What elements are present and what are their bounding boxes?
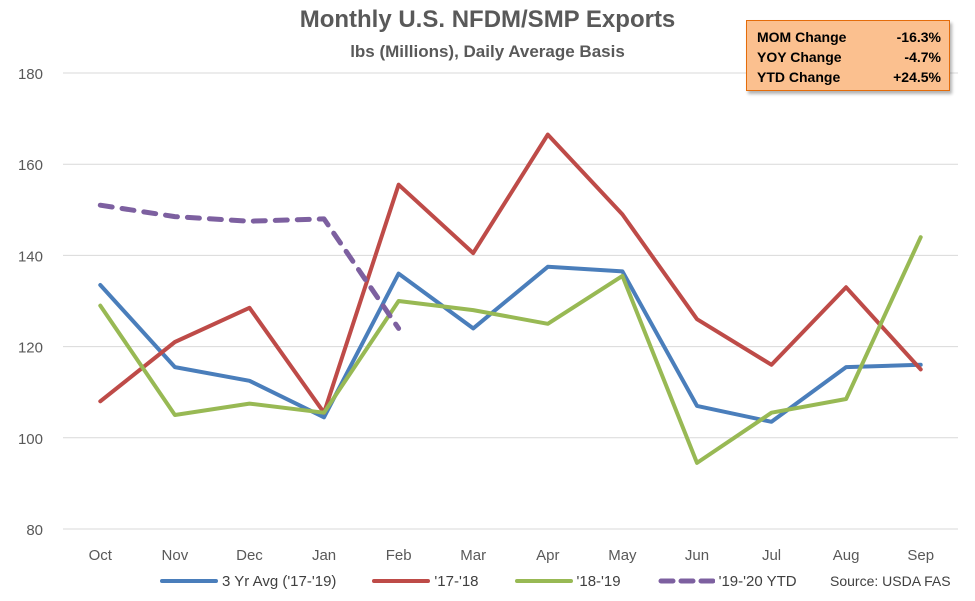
x-tick-label: Dec [236,547,263,564]
x-tick-label: Jun [685,547,709,564]
data-point [919,367,923,371]
data-point [397,299,401,303]
x-tick-label: Sep [907,547,934,564]
x-tick-label: Apr [536,547,559,564]
legend-swatch [658,578,715,584]
x-tick-label: May [608,547,637,564]
chart-subtitle: lbs (Millions), Daily Average Basis [350,42,625,61]
y-tick-label: 160 [18,157,43,174]
x-tick-label: Nov [162,547,189,564]
data-point [770,411,774,415]
data-point [173,365,177,369]
stat-label: MOM Change [757,29,847,45]
legend-label: 3 Yr Avg ('17-'19) [222,572,337,590]
legend-item-19-20-ytd: '19-'20 YTD [657,570,797,592]
data-point [397,183,401,187]
stat-value: +24.5% [893,69,941,85]
series-line-2 [98,235,923,465]
data-point [98,304,102,308]
data-point [173,340,177,344]
legend-item-3yr-avg: 3 Yr Avg ('17-'19) [160,570,336,592]
legend-swatch [372,579,431,583]
y-tick-label: 180 [18,66,43,83]
legend-swatch [160,579,218,583]
data-point [471,326,475,330]
legend-item-18-19: '18-'19 [514,570,621,592]
y-tick-label: 120 [18,340,43,357]
data-point [322,217,326,221]
y-tick-label: 100 [18,431,43,448]
data-point [620,212,624,216]
series-line-1 [98,132,923,415]
x-tick-label: Jul [762,547,781,564]
data-point [98,399,102,403]
data-point [173,215,177,219]
data-point [322,411,326,415]
y-tick-label: 80 [26,522,43,539]
stat-row-ytd: YTD Change +24.5% [757,67,941,87]
legend-label: '19-'20 YTD [718,572,797,590]
data-point [247,219,251,223]
series-line-3 [97,202,402,331]
data-point [98,283,102,287]
data-point [844,397,848,401]
data-point [247,402,251,406]
data-point [919,235,923,239]
data-point [620,269,624,273]
x-tick-label: Oct [89,547,113,564]
legend-item-17-18: '17-'18 [372,570,479,592]
data-point [397,326,401,330]
x-tick-label: Aug [833,547,860,564]
legend-label: '17-'18 [434,572,479,590]
data-point [844,285,848,289]
data-point [695,461,699,465]
data-point [546,133,550,137]
data-point [247,306,251,310]
data-point [770,363,774,367]
stat-row-mom: MOM Change -16.3% [757,27,941,47]
stats-box: MOM Change -16.3% YOY Change -4.7% YTD C… [746,20,950,91]
data-point [620,274,624,278]
stat-value: -4.7% [904,49,941,65]
data-point [322,415,326,419]
stat-row-yoy: YOY Change -4.7% [757,47,941,67]
data-point [471,251,475,255]
y-tick-label: 140 [18,248,43,265]
chart-title: Monthly U.S. NFDM/SMP Exports [299,6,676,33]
data-point [397,272,401,276]
legend-label: '18-'19 [576,572,621,590]
data-point [546,265,550,269]
data-point [770,420,774,424]
data-point [471,308,475,312]
chart-legend: 3 Yr Avg ('17-'19) '17-'18 '18-'19 '19-'… [160,570,833,592]
data-point [98,203,102,207]
legend-swatch [514,579,573,583]
data-point [247,379,251,383]
data-point [695,404,699,408]
data-point [546,322,550,326]
x-tick-label: Mar [460,547,486,564]
stat-label: YOY Change [757,49,842,65]
stat-value: -16.3% [896,29,941,45]
data-point [844,365,848,369]
x-tick-label: Jan [312,547,336,564]
data-point [695,317,699,321]
x-tick-label: Feb [386,547,412,564]
data-point [173,413,177,417]
series-line-0 [98,264,923,424]
source-note: Source: USDA FAS [830,573,951,589]
stat-label: YTD Change [757,69,841,85]
